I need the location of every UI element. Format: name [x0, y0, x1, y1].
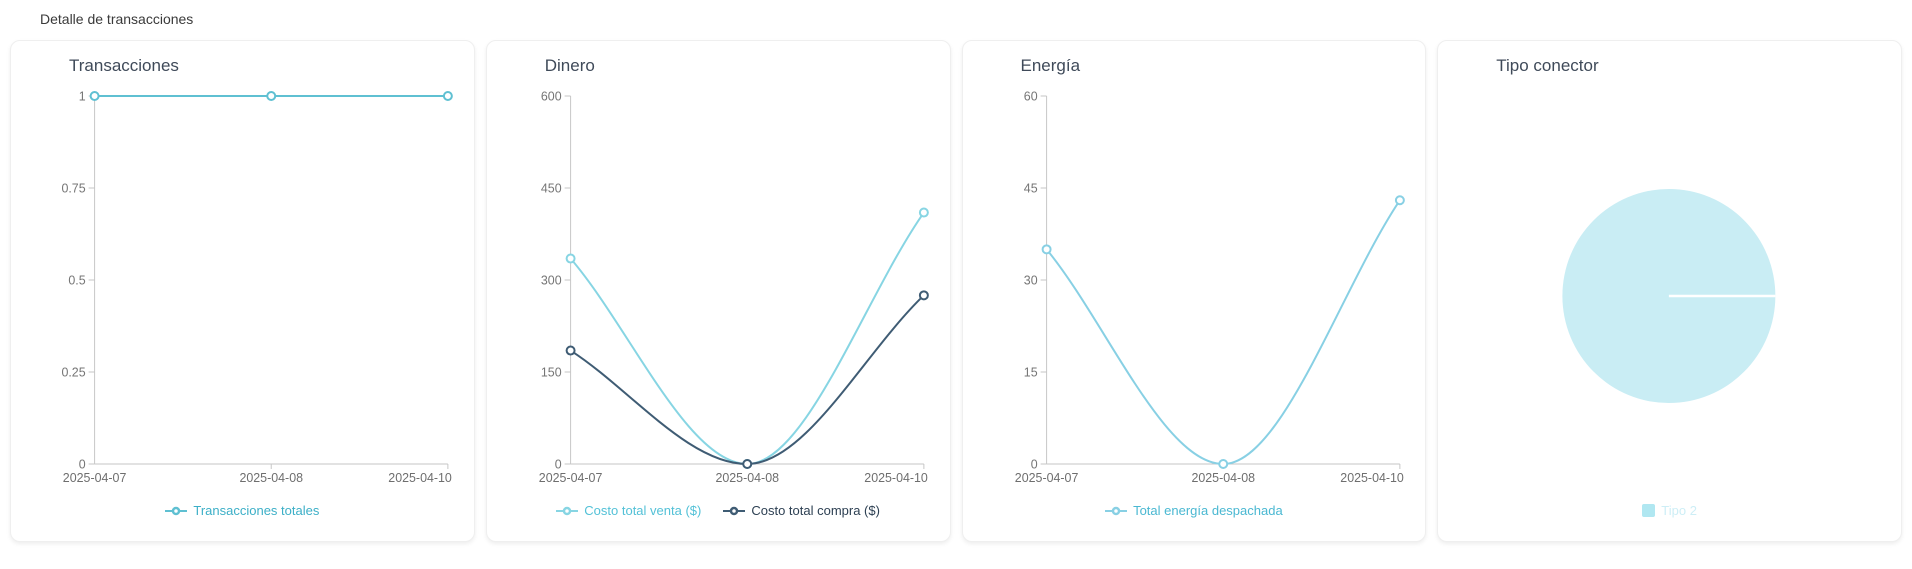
y-axis-label: 1: [79, 89, 86, 103]
pie-slice-tipo-2[interactable]: [1562, 189, 1776, 403]
chart-title-energia: Energía: [1020, 56, 1081, 75]
y-axis-label: 0.75: [61, 181, 85, 195]
y-axis-label: 300: [541, 273, 562, 287]
x-axis-label: 2025-04-07: [1014, 471, 1078, 485]
legend-swatch-icon: [1642, 504, 1656, 517]
legend-transacciones: Transacciones totales: [11, 503, 474, 518]
legend-line-icon: [165, 506, 188, 515]
y-axis-label: 0.5: [68, 273, 85, 287]
legend-item-transacciones-totales[interactable]: Transacciones totales: [165, 503, 319, 518]
x-axis-label: 2025-04-07: [63, 471, 127, 485]
data-point-marker[interactable]: [565, 253, 576, 264]
card-energia: Energía 0 15 30 45 60 2025-04-07 2025-04-08 202…: [961, 40, 1427, 542]
chart-title-tipo-conector: Tipo conector: [1496, 56, 1599, 75]
x-axis-label: 2025-04-08: [715, 471, 779, 485]
page-title: Detalle de transacciones: [40, 11, 194, 27]
dinero-line-chart[interactable]: 0 150 300 450 600 2025-04-07 2025-04-08 2025-04…: [487, 85, 950, 495]
y-axis-label: 45: [1023, 181, 1037, 195]
legend-item-costo-total-venta[interactable]: Costo total venta ($): [556, 503, 701, 518]
data-point-marker[interactable]: [918, 290, 929, 301]
data-point-marker[interactable]: [266, 91, 277, 101]
transacciones-line-chart[interactable]: 0 0.25 0.5 0.75 1 2025-04-07 2025-04-08 2025-04…: [11, 85, 474, 495]
y-axis-label: 0.25: [61, 365, 85, 379]
y-axis-label: 600: [541, 89, 562, 103]
legend-label: Transacciones totales: [193, 503, 320, 518]
cards-row: Transacciones 0 0.25 0.5 0.75 1 2025-04-07 202…: [0, 40, 1912, 542]
legend-dinero: Costo total venta ($) Costo total compra …: [487, 503, 950, 518]
legend-line-icon: [723, 506, 746, 515]
chart-title-dinero: Dinero: [544, 56, 595, 75]
energia-line-chart[interactable]: 0 15 30 45 60 2025-04-07 2025-04-08 2025-04-10: [963, 85, 1426, 495]
data-point-marker[interactable]: [565, 345, 576, 356]
data-point-marker[interactable]: [1217, 459, 1228, 469]
chart-title-transacciones: Transacciones: [69, 56, 179, 75]
x-axis-label: 2025-04-10: [388, 471, 452, 485]
legend-label: Total energía despachada: [1133, 503, 1283, 518]
y-axis-label: 60: [1023, 89, 1037, 103]
y-axis-label: 450: [541, 181, 562, 195]
tipo-conector-pie-chart[interactable]: [1438, 85, 1901, 495]
transactions-dashboard: Detalle de transacciones Transacciones 0…: [0, 11, 1912, 542]
data-point-marker[interactable]: [1041, 244, 1052, 255]
legend-label: Tipo 2: [1661, 503, 1697, 518]
card-tipo-conector: Tipo conector Tipo 2: [1437, 40, 1902, 542]
legend-line-icon: [1105, 506, 1128, 515]
legend-item-costo-total-compra[interactable]: Costo total compra ($): [723, 503, 880, 518]
series-line-total-energ-a-despachada: [1045, 199, 1401, 466]
y-axis-label: 30: [1023, 273, 1037, 287]
data-point-marker[interactable]: [442, 91, 453, 101]
legend-label: Costo total compra ($): [751, 503, 880, 518]
series-line-costo-total-compra: [569, 294, 925, 466]
x-axis-label: 2025-04-07: [539, 471, 603, 485]
y-axis-label: 0: [79, 457, 86, 471]
y-axis-label: 0: [554, 457, 561, 471]
legend-item-tipo-2[interactable]: Tipo 2: [1642, 503, 1697, 518]
data-point-marker[interactable]: [918, 207, 929, 218]
data-point-marker[interactable]: [89, 91, 100, 101]
y-axis-label: 0: [1030, 457, 1037, 471]
x-axis-label: 2025-04-10: [864, 471, 928, 485]
data-point-marker[interactable]: [1394, 195, 1405, 206]
legend-tipo-conector: Tipo 2: [1438, 503, 1901, 518]
legend-label: Costo total venta ($): [584, 503, 702, 518]
x-axis-label: 2025-04-08: [1191, 471, 1255, 485]
series-line-costo-total-venta: [569, 211, 925, 466]
card-transacciones: Transacciones 0 0.25 0.5 0.75 1 2025-04-07 202…: [10, 40, 475, 542]
legend-item-total-energ-a-despachada[interactable]: Total energía despachada: [1105, 503, 1283, 518]
x-axis-label: 2025-04-10: [1340, 471, 1404, 485]
data-point-marker[interactable]: [742, 459, 752, 469]
card-dinero: Dinero 0 150 300 450 600 2025-04-07 2025-04-08…: [485, 40, 951, 542]
x-axis-label: 2025-04-08: [239, 471, 303, 485]
legend-energia: Total energía despachada: [963, 503, 1426, 518]
y-axis-label: 15: [1023, 365, 1037, 379]
legend-line-icon: [556, 506, 579, 515]
y-axis-label: 150: [541, 365, 562, 379]
